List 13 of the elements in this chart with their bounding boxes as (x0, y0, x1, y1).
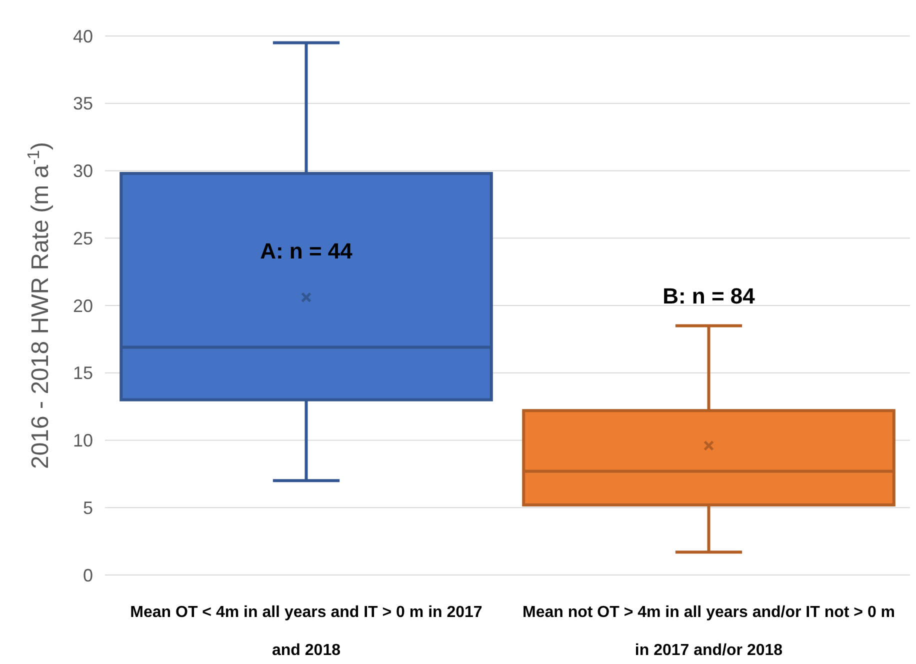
y-tick-label: 30 (72, 161, 93, 182)
y-tick-label: 5 (82, 498, 93, 518)
y-tick-label: 15 (72, 363, 93, 384)
y-tick-label: 25 (72, 228, 93, 248)
y-tick-label: 10 (72, 430, 93, 451)
y-tick-label: 35 (72, 94, 93, 114)
y-tick-label: 0 (82, 565, 93, 586)
annotation: B: n = 84 (662, 284, 756, 309)
annotation: A: n = 44 (260, 238, 354, 264)
category-label: Mean OT < 4m in all years and IT > 0 m in 2017 and 2018 (130, 604, 482, 659)
y-tick-label: 20 (72, 296, 93, 316)
category-label: Mean not OT > 4m in all years and/or IT not > 0 m in 2017 and/or 2018 (522, 604, 896, 659)
y-tick-label: 40 (72, 26, 93, 46)
